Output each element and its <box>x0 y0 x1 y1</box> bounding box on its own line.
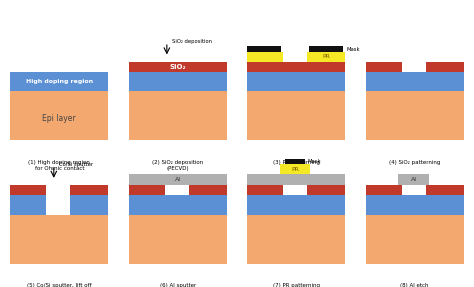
Text: SiO₂ deposition: SiO₂ deposition <box>173 38 212 44</box>
Text: Mask: Mask <box>307 159 321 164</box>
Bar <box>247 46 281 52</box>
Bar <box>10 215 108 264</box>
Text: PR: PR <box>322 54 330 59</box>
Bar <box>398 174 429 185</box>
Text: (4) SiO₂ patterning: (4) SiO₂ patterning <box>389 160 440 165</box>
Bar <box>310 46 343 52</box>
Bar <box>307 185 345 195</box>
Text: High doping region: High doping region <box>26 79 93 84</box>
Bar <box>128 71 227 91</box>
Bar <box>128 185 164 195</box>
Bar <box>366 71 464 91</box>
Bar <box>426 62 464 71</box>
Bar <box>366 62 401 71</box>
Bar <box>366 215 464 264</box>
Bar <box>128 62 227 71</box>
Bar <box>70 185 108 195</box>
Text: (2) SiO₂ deposition
(PECVD): (2) SiO₂ deposition (PECVD) <box>152 160 203 171</box>
Bar <box>189 185 227 195</box>
Bar <box>247 62 345 71</box>
Text: SiO₂: SiO₂ <box>169 64 186 70</box>
Text: (5) Co/Si sputter, lift off
& 2step annealing: (5) Co/Si sputter, lift off & 2step anne… <box>27 283 91 287</box>
Bar <box>128 195 227 215</box>
Bar <box>247 185 283 195</box>
Bar <box>247 195 345 215</box>
Text: Epi layer: Epi layer <box>43 114 76 123</box>
Bar <box>10 185 46 195</box>
Bar <box>366 185 401 195</box>
Bar <box>247 215 345 264</box>
Text: (1) High doping region
for Ohmic contact: (1) High doping region for Ohmic contact <box>28 160 90 171</box>
Bar <box>10 195 108 215</box>
Text: Al: Al <box>410 177 417 182</box>
Text: (3) PR patterning: (3) PR patterning <box>273 160 320 165</box>
Bar <box>10 91 108 140</box>
Bar <box>307 52 345 62</box>
Text: (6) Al sputter: (6) Al sputter <box>160 283 196 287</box>
Bar <box>128 215 227 264</box>
Bar <box>128 91 227 140</box>
Bar <box>280 164 310 174</box>
Bar <box>247 91 345 140</box>
Bar <box>426 185 464 195</box>
Bar <box>247 174 345 185</box>
Bar <box>247 71 345 91</box>
Text: Co/Si sputter: Co/Si sputter <box>59 162 93 167</box>
Bar <box>285 159 305 164</box>
Bar <box>366 195 464 215</box>
Bar <box>366 91 464 140</box>
Text: Al: Al <box>175 177 181 182</box>
Text: (7) PR patterning: (7) PR patterning <box>273 283 320 287</box>
Bar <box>247 52 283 62</box>
Bar <box>128 174 227 185</box>
Bar <box>46 185 70 215</box>
Text: (8) Al etch: (8) Al etch <box>401 283 429 287</box>
Text: PR: PR <box>291 167 299 172</box>
Text: Mask: Mask <box>346 47 360 52</box>
Bar <box>10 71 108 91</box>
